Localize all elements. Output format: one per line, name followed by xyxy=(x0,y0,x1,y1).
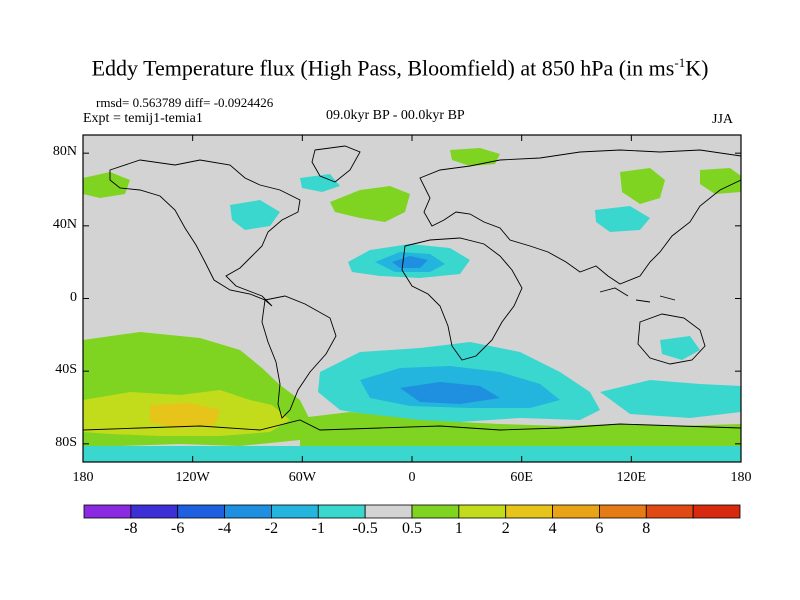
season-text: JJA xyxy=(712,112,734,127)
colorbar-swatch xyxy=(411,504,460,519)
anomaly-region xyxy=(450,148,500,166)
colorbar-swatch xyxy=(83,504,132,519)
coastline-greenland xyxy=(311,145,361,183)
colorbar-swatch xyxy=(458,504,507,519)
map-ticks xyxy=(82,135,742,462)
anomaly-region xyxy=(83,446,741,462)
coastline-eurasia xyxy=(419,149,741,285)
coastline-islands xyxy=(599,287,676,303)
coastline-south-america xyxy=(261,295,337,419)
colorbar-label: -6 xyxy=(171,520,185,537)
coastlines xyxy=(83,145,741,431)
coastline-australia xyxy=(637,313,706,365)
anomaly-region xyxy=(620,168,665,204)
colorbar-label: -8 xyxy=(124,520,138,537)
colorbar-swatch xyxy=(645,504,694,519)
colorbar-swatch xyxy=(364,504,413,519)
colorbar xyxy=(83,504,741,519)
colorbar-label: -0.5 xyxy=(352,520,378,537)
lon-label: 60E xyxy=(510,470,533,485)
lon-label: 180 xyxy=(730,470,752,485)
anomaly-region xyxy=(400,382,500,404)
colorbar-label: 8 xyxy=(642,520,651,537)
colorbar-label: 0.5 xyxy=(402,520,422,537)
anomaly-region xyxy=(392,256,428,268)
period-text: 09.0kyr BP - 00.0kyr BP xyxy=(326,108,465,123)
lon-label: 0 xyxy=(408,470,416,485)
colorbar-label: 1 xyxy=(454,520,463,537)
lon-label: 60W xyxy=(288,470,316,485)
colorbar-swatch xyxy=(552,504,600,519)
colorbar-label: 6 xyxy=(595,520,604,537)
lat-label: 80N xyxy=(52,144,77,160)
colorbar-swatch xyxy=(692,504,741,519)
lat-label: 40N xyxy=(52,216,77,232)
lon-label: 180 xyxy=(72,470,94,485)
anomaly-region xyxy=(230,200,280,230)
lon-label: 120W xyxy=(175,470,210,485)
colorbar-label: -4 xyxy=(217,520,232,537)
colorbar-label: 2 xyxy=(501,520,510,537)
coastline-africa xyxy=(401,237,523,361)
coastline-antarctica xyxy=(83,419,741,431)
lat-label: 0 xyxy=(70,289,77,305)
anomaly-region xyxy=(595,206,650,232)
colorbar-swatch xyxy=(271,504,319,519)
colorbar-swatch xyxy=(599,504,647,519)
anomaly-region xyxy=(330,186,410,222)
colorbar-swatch xyxy=(505,504,553,519)
colorbar-swatch xyxy=(177,504,225,519)
colorbar-swatch xyxy=(224,504,272,519)
coastline-north-america xyxy=(109,159,301,307)
anomaly-region xyxy=(700,168,741,194)
colorbar-label: 4 xyxy=(548,520,557,537)
colorbar-swatch xyxy=(317,504,366,519)
anomaly-region xyxy=(600,380,741,418)
colorbar-label: -1 xyxy=(311,520,325,537)
lat-label: 40S xyxy=(55,362,77,378)
expt-text: Expt = temij1-temia1 xyxy=(83,111,203,126)
lon-label: 120E xyxy=(616,470,647,485)
rmsd-text: rmsd= 0.563789 diff= -0.0924426 xyxy=(96,95,274,110)
colorbar-label: -2 xyxy=(264,520,279,537)
colorbar-swatch xyxy=(130,504,179,519)
map-title: Eddy Temperature flux (High Pass, Bloomf… xyxy=(91,55,709,81)
lat-label: 80S xyxy=(55,434,77,450)
anomaly-region xyxy=(660,336,700,360)
anomaly-region xyxy=(300,174,340,192)
anomaly-region xyxy=(150,403,220,428)
anomaly-region xyxy=(83,172,130,198)
